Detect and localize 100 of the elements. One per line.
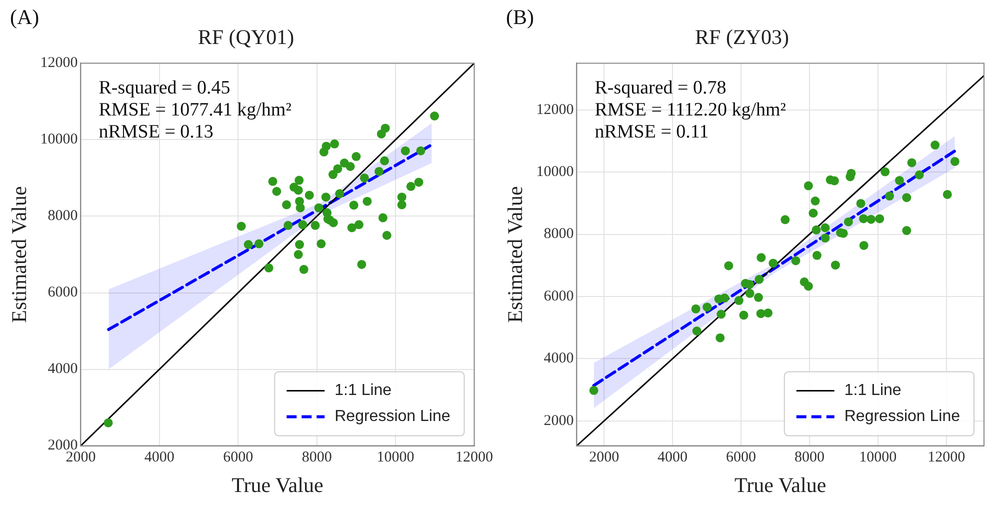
point bbox=[264, 263, 274, 272]
point bbox=[894, 176, 904, 185]
point bbox=[808, 208, 818, 218]
x-axis-title: True Value bbox=[232, 472, 324, 497]
y-tick-label: 4000 bbox=[544, 350, 574, 367]
point bbox=[812, 250, 822, 260]
x-tick-label: 10000 bbox=[859, 450, 897, 466]
x-tick-label: 8000 bbox=[794, 450, 824, 466]
x-tick-label: 4000 bbox=[144, 450, 174, 466]
text: (B) bbox=[506, 5, 534, 30]
point bbox=[346, 162, 355, 171]
point bbox=[804, 282, 813, 291]
annotation: R-squared = 0.45 bbox=[98, 78, 230, 99]
y-tick-label: 2000 bbox=[544, 412, 574, 429]
point bbox=[380, 156, 390, 166]
x-tick-label: 10000 bbox=[376, 450, 414, 466]
point bbox=[400, 146, 410, 156]
point bbox=[942, 190, 952, 199]
point bbox=[254, 239, 264, 248]
y-tick-label: 8000 bbox=[544, 226, 574, 242]
x-tick-label: 12000 bbox=[928, 450, 966, 466]
annotation: RMSE = 1112.20 kg/hm² bbox=[594, 100, 786, 121]
y-axis-title: Estimated Value bbox=[503, 186, 528, 323]
point bbox=[745, 288, 754, 298]
point bbox=[354, 220, 364, 230]
point bbox=[321, 192, 330, 202]
x-tick-label: 8000 bbox=[302, 450, 332, 466]
x-tick-label: 4000 bbox=[658, 450, 688, 466]
point bbox=[328, 218, 338, 228]
point bbox=[282, 200, 292, 210]
point bbox=[352, 152, 361, 162]
point bbox=[830, 260, 840, 270]
point bbox=[299, 264, 308, 274]
point bbox=[362, 196, 372, 206]
chart-title: RF (QY01) bbox=[198, 25, 294, 50]
point bbox=[754, 292, 763, 302]
point bbox=[907, 158, 916, 168]
point bbox=[950, 156, 960, 166]
legend-label: 1:1 Line bbox=[334, 382, 392, 400]
point bbox=[298, 220, 308, 230]
point bbox=[333, 164, 342, 174]
point bbox=[322, 142, 331, 151]
point bbox=[374, 166, 384, 176]
point bbox=[734, 296, 744, 306]
point bbox=[692, 326, 702, 336]
point bbox=[236, 222, 246, 231]
y-axis-title: Estimated Value bbox=[7, 186, 32, 323]
point bbox=[304, 190, 314, 200]
point bbox=[397, 200, 406, 210]
point bbox=[406, 182, 416, 191]
annotation: nRMSE = 0.13 bbox=[98, 122, 214, 143]
point bbox=[310, 220, 320, 230]
point bbox=[295, 240, 304, 250]
point bbox=[294, 186, 303, 195]
y-tick-label: 12000 bbox=[40, 55, 78, 72]
point bbox=[875, 214, 884, 224]
point bbox=[702, 302, 712, 312]
point bbox=[349, 200, 358, 210]
x-tick-label: 6000 bbox=[726, 450, 756, 466]
point bbox=[335, 189, 344, 198]
x-tick-label: 2000 bbox=[589, 450, 620, 466]
point bbox=[328, 170, 338, 180]
point bbox=[724, 261, 734, 270]
point bbox=[296, 203, 305, 212]
legend-label: 1:1 Line bbox=[844, 382, 902, 400]
x-tick-label: 6000 bbox=[223, 450, 254, 466]
chart-title: RF (ZY03) bbox=[695, 25, 789, 50]
point bbox=[716, 333, 725, 342]
point bbox=[859, 214, 868, 224]
point bbox=[764, 308, 773, 318]
point bbox=[930, 140, 940, 150]
point bbox=[244, 240, 253, 250]
point bbox=[294, 250, 303, 259]
y-tick-label: 10000 bbox=[536, 164, 574, 180]
point bbox=[780, 215, 790, 224]
point bbox=[885, 192, 894, 201]
point bbox=[820, 223, 830, 232]
point bbox=[397, 192, 406, 202]
point bbox=[347, 223, 356, 232]
point bbox=[914, 170, 924, 180]
y-tick-label: 6000 bbox=[544, 288, 574, 304]
point bbox=[804, 181, 813, 190]
point bbox=[820, 234, 830, 243]
point bbox=[416, 146, 426, 156]
y-tick-label: 8000 bbox=[48, 208, 78, 224]
point bbox=[866, 214, 876, 224]
legend-label: Regression Line bbox=[334, 408, 450, 426]
point bbox=[104, 418, 113, 428]
point bbox=[294, 176, 304, 185]
point bbox=[378, 213, 388, 222]
point bbox=[360, 173, 369, 182]
point bbox=[272, 186, 282, 196]
point bbox=[902, 226, 912, 236]
annotation: RMSE = 1077.41 kg/hm² bbox=[98, 100, 292, 121]
x-axis-title: True Value bbox=[734, 472, 826, 497]
y-tick-label: 12000 bbox=[536, 102, 574, 118]
point bbox=[810, 196, 820, 206]
point bbox=[380, 124, 390, 133]
point bbox=[902, 193, 912, 202]
point bbox=[859, 240, 868, 250]
